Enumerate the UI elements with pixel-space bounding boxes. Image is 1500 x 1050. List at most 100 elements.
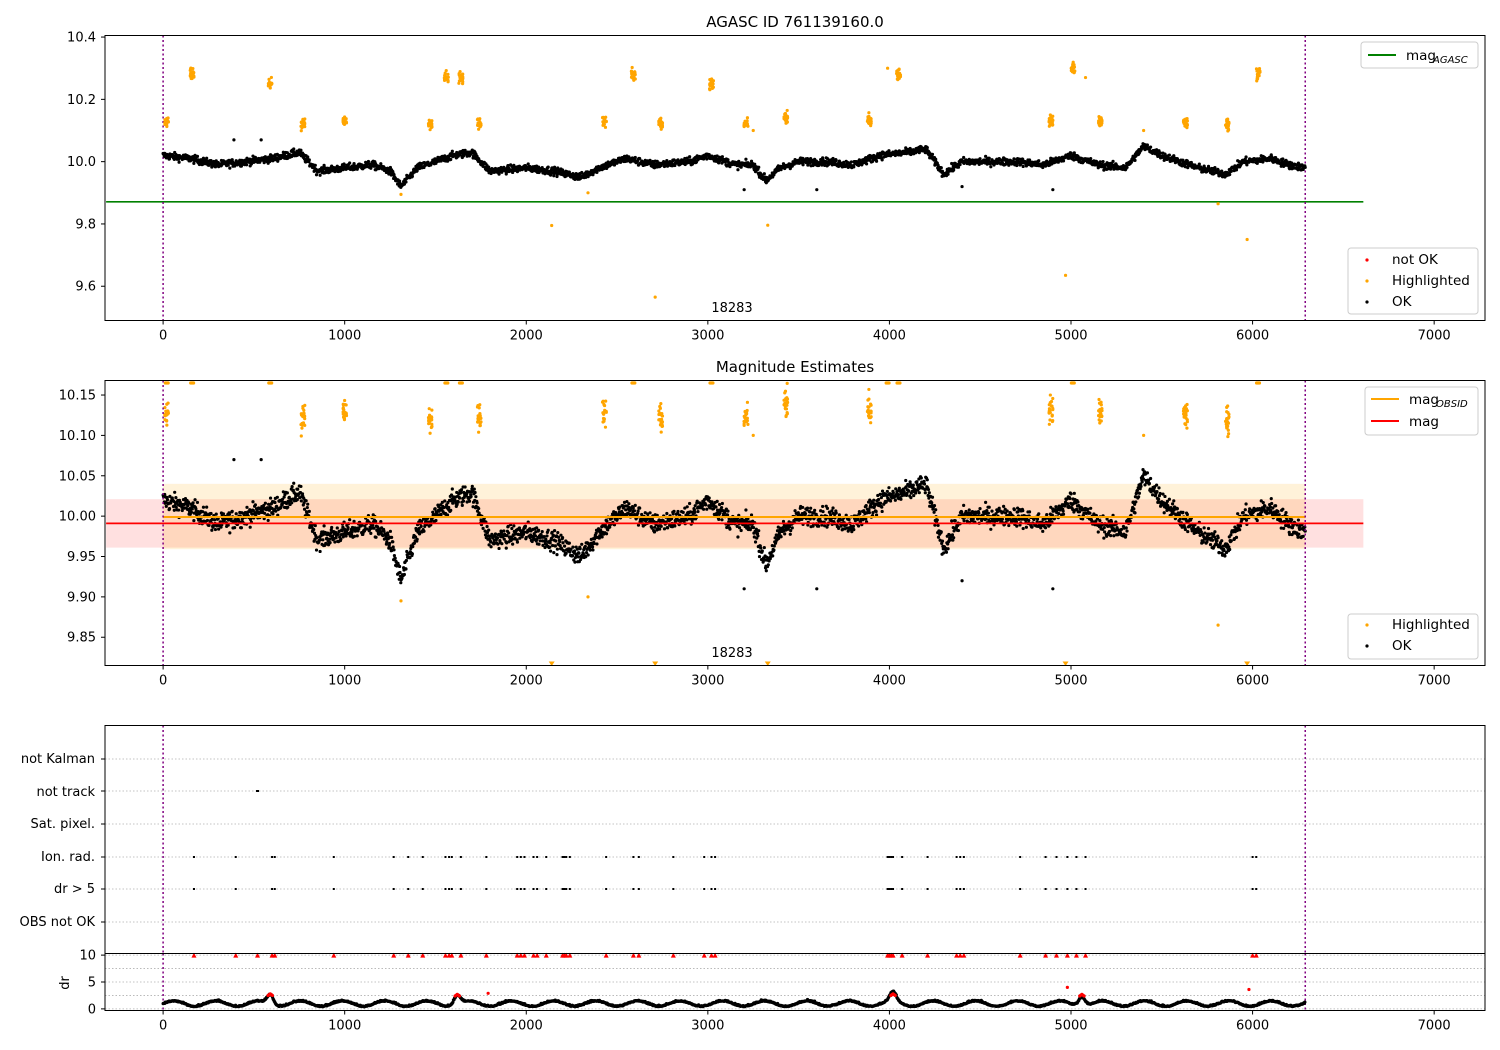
highlighted-point [1227,120,1231,124]
highlighted-point [867,405,871,409]
ok-point [880,158,884,162]
ok-point [849,160,853,164]
highlighted-point [659,430,663,434]
ok-point [193,153,197,157]
ok-point [290,485,294,489]
ok-point [548,545,552,549]
ok-point [398,570,402,575]
highlighted-point [267,77,271,82]
ok-point [248,525,252,529]
highlighted-point [1050,419,1055,424]
ok-point [369,531,373,535]
highlighted-point [1097,401,1102,405]
highlighted-point [1097,409,1101,413]
ok-point [330,525,334,530]
ok-point [325,536,329,540]
ok-point [177,160,181,164]
mid-title: Magnitude Estimates [716,358,874,376]
ok-point [515,540,520,544]
ok-point [299,148,303,152]
ok-point [191,501,195,505]
ok-point [388,541,392,546]
ok-point [346,526,350,530]
legend-marker-not-ok [1365,258,1369,262]
highlighted-point [751,128,755,133]
highlighted-point [344,412,348,416]
ok-point [1051,188,1055,192]
highlighted-point [604,399,608,403]
ok-point [666,526,670,530]
x-tick-label: 2000 [510,329,543,344]
ok-point [1244,155,1248,159]
highlighted-point [710,80,715,84]
ok-point [1061,159,1066,163]
top-line-legend: mag AGASC [1360,41,1479,69]
ok-point [1213,166,1217,170]
highlighted-point [658,118,663,122]
highlighted-point [478,403,482,407]
highlighted-point [1048,393,1052,397]
highlighted-point [1227,412,1231,416]
highlighted-point [190,76,194,81]
ok-point [393,556,397,560]
ok-point [302,507,307,511]
ok-point [307,509,311,513]
legend-marker-ok [1365,300,1369,304]
ok-point [720,155,724,159]
ok-point [662,527,667,531]
ok-point [365,165,369,169]
ok-point [306,502,310,506]
ok-point [314,173,319,177]
highlighted-point [164,123,169,127]
legend-marker-highlighted [1365,279,1369,283]
highlighted-point [604,115,608,119]
highlighted-point [746,422,750,427]
highlighted-point [165,402,169,406]
ok-point [605,519,609,523]
highlighted-point [429,121,434,125]
ok-point [1167,153,1171,157]
highlighted-point [478,117,482,121]
ok-point [578,547,582,551]
ok-point [546,528,550,532]
highlighted-point [344,120,348,124]
ok-point [481,526,485,530]
top-obsid-label: 18283 [711,301,752,316]
ok-point [459,488,464,492]
highlighted-point [867,397,871,401]
ok-point [627,502,631,506]
highlighted-point [783,406,787,411]
ok-point [348,161,352,165]
ok-point [392,548,396,552]
highlighted-point [710,83,714,87]
ok-point [608,525,612,529]
ok-point [374,519,378,523]
y-tick-label: 10.0 [67,155,96,170]
highlighted-point [299,129,303,133]
ok-point [404,567,408,571]
highlighted-point [866,409,870,413]
highlighted-point [550,223,554,228]
ok-point [736,168,740,172]
highlighted-point [1071,60,1075,64]
ok-point [475,501,479,505]
ok-point [864,162,869,166]
highlighted-point [869,409,873,413]
ok-point [173,490,177,494]
ok-point [209,511,213,516]
ok-point [467,499,472,503]
highlighted-point [660,414,665,418]
ok-point [307,158,311,162]
highlighted-point [427,118,431,122]
ok-point [328,170,332,174]
ok-point [477,506,481,511]
highlighted-point [785,410,789,415]
agasc-panel: AGASC ID 761139160.0 18283 0 1000 2000 3000… [67,13,1486,344]
highlighted-point [742,414,746,419]
ok-point [744,157,748,161]
highlighted-point [658,406,663,410]
top-scatter-legend: not OK Highlighted OK [1347,247,1479,315]
highlighted-point [1097,116,1102,120]
highlighted-point [1051,408,1055,412]
highlighted-point [782,398,786,402]
